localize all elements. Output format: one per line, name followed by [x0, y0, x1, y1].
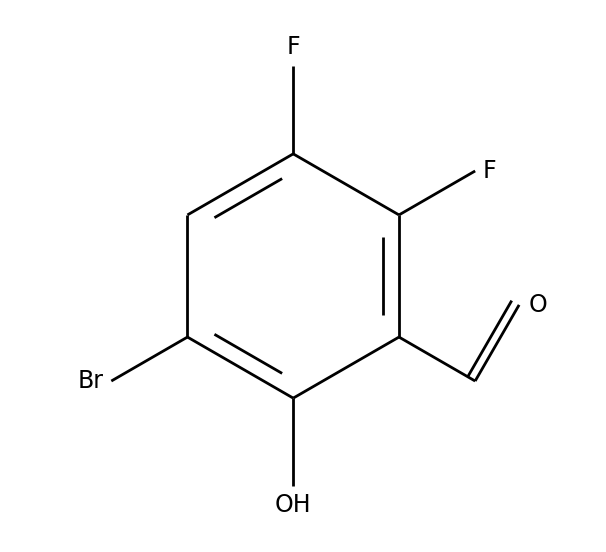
- Text: O: O: [529, 293, 548, 317]
- Text: Br: Br: [78, 369, 104, 393]
- Text: F: F: [482, 159, 496, 183]
- Text: OH: OH: [275, 493, 311, 517]
- Text: F: F: [287, 35, 300, 59]
